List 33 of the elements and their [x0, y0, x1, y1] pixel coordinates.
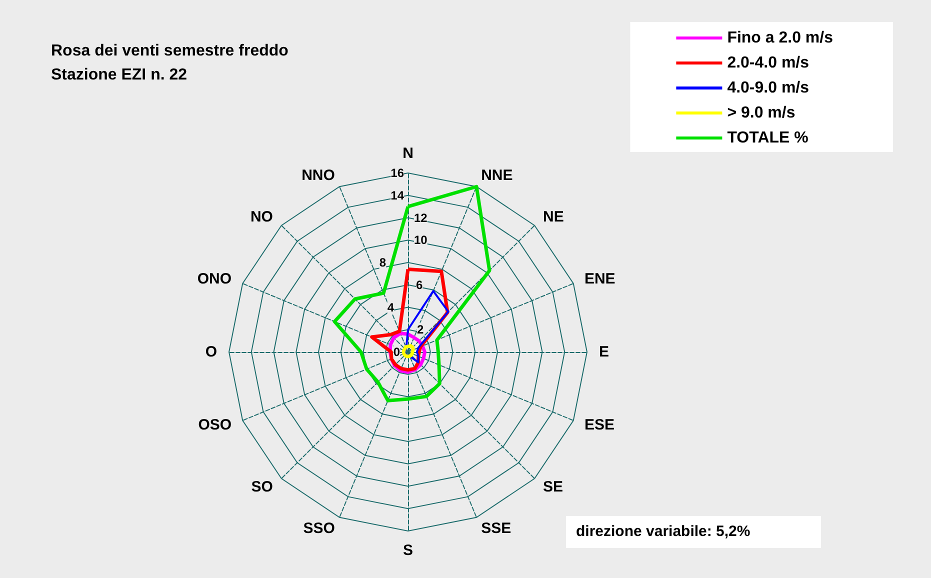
spoke-label: OSO	[198, 416, 232, 434]
legend-label: 4.0-9.0 m/s	[727, 80, 810, 96]
spoke-label: SSO	[303, 520, 336, 537]
text: direzione variabile: 5,2%	[576, 523, 750, 540]
legend-label: > 9.0 m/s	[727, 104, 796, 122]
spoke-label: E	[599, 344, 610, 360]
text: Rosa dei venti semestre freddo	[51, 42, 289, 60]
spoke-label: ESE	[584, 416, 614, 434]
y-tick-label: 8	[379, 256, 386, 270]
legend-label: Fino a 2.0 m/s	[727, 30, 834, 46]
y-tick-label: 2	[417, 322, 424, 337]
spoke-label: NNE	[481, 167, 513, 184]
legend-label: TOTALE %	[727, 130, 808, 146]
text: Stazione EZI n. 22	[51, 66, 188, 84]
y-tick-label: 0	[393, 345, 400, 359]
y-tick-label: 10	[414, 233, 428, 248]
y-tick-label: 4	[387, 300, 394, 314]
spoke-label: O	[205, 344, 218, 360]
spoke-label: S	[402, 542, 414, 559]
y-tick-label: 16	[390, 166, 404, 180]
spoke-label: ENE	[584, 270, 616, 288]
spoke-label: SO	[251, 478, 274, 496]
y-tick-label: 14	[390, 188, 404, 202]
spoke-label: ONO	[197, 270, 232, 288]
spoke-label: NO	[250, 208, 274, 226]
spoke-label: NNO	[302, 167, 336, 184]
y-tick-label: 12	[414, 210, 428, 225]
legend-label: 2.0-4.0 m/s	[727, 54, 810, 72]
y-tick-label: 6	[416, 278, 423, 292]
spoke-label: NE	[543, 208, 564, 226]
spoke-label: N	[402, 145, 414, 162]
spoke-label: SE	[543, 478, 564, 496]
spoke-label: SSE	[481, 520, 512, 537]
